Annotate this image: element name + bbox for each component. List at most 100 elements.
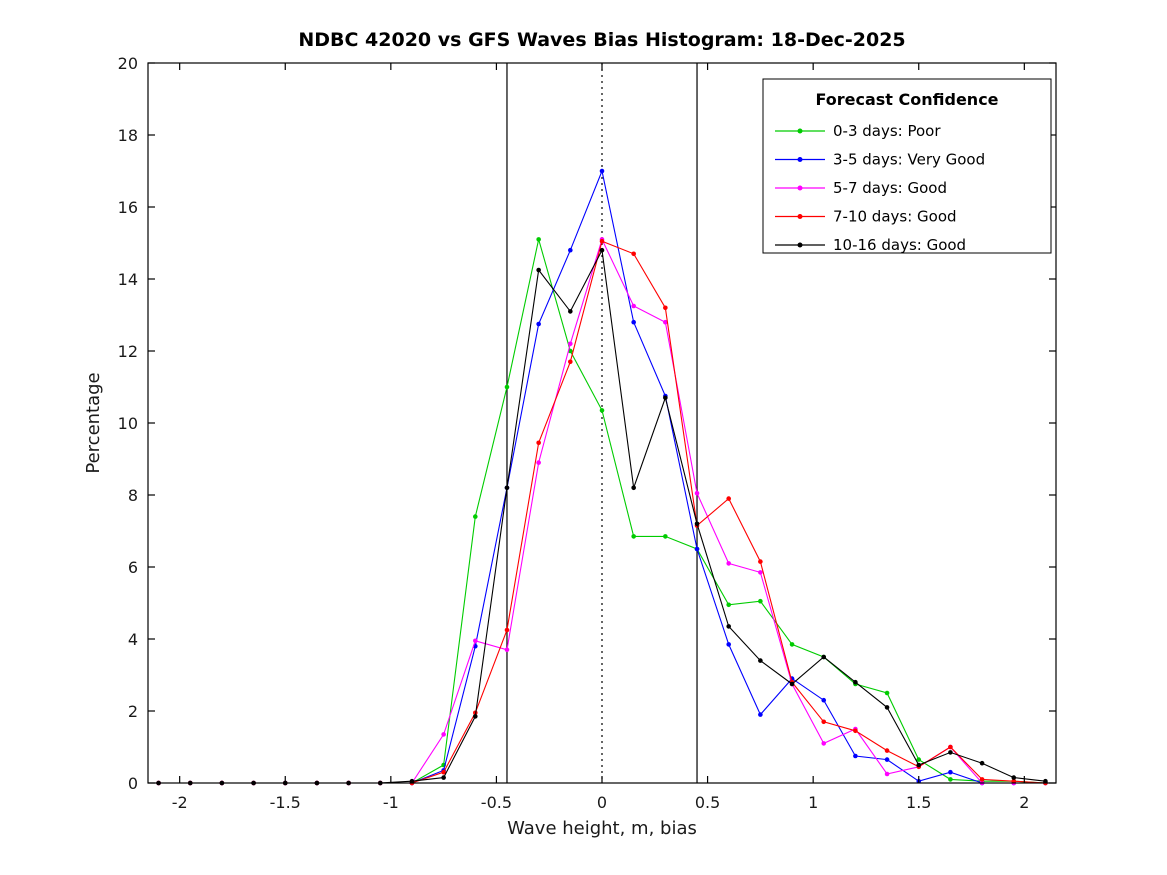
legend-entry-7-10-days-good: 7-10 days: Good <box>775 208 957 226</box>
data-point-marker <box>789 681 795 687</box>
y-axis-label: Percentage <box>83 372 104 473</box>
legend: Forecast Confidence 0-3 days: Poor 3-5 day… <box>762 78 1052 254</box>
y-tick-label: 8 <box>128 486 138 505</box>
data-point-marker <box>663 534 668 539</box>
data-point-marker <box>1011 778 1017 784</box>
data-point-marker <box>884 757 890 762</box>
data-point-marker <box>853 679 858 685</box>
data-point-marker <box>821 741 827 746</box>
x-tick-label: -1.5 <box>270 793 301 812</box>
y-tick-label: 4 <box>128 630 138 649</box>
y-tick-label: 12 <box>118 342 138 361</box>
x-tick-label: -0.5 <box>481 793 512 812</box>
data-point-marker <box>821 654 827 660</box>
legend-marker-sample <box>797 242 803 248</box>
legend-entry-10-16-days-good: 10-16 days: Good <box>775 236 966 254</box>
data-point-marker <box>441 732 446 737</box>
series-0-3-days-poor <box>156 237 1048 786</box>
data-point-marker <box>948 777 953 782</box>
series-7-10-days-good <box>156 238 1048 786</box>
data-point-marker <box>441 775 446 780</box>
x-tick-label: -2 <box>172 793 188 812</box>
data-point-marker <box>568 247 573 253</box>
y-tick-label: 10 <box>118 414 138 433</box>
y-tick-label: 14 <box>118 270 138 289</box>
data-point-marker <box>758 570 763 575</box>
data-point-marker <box>948 744 953 750</box>
data-point-marker <box>726 602 731 608</box>
data-point-marker <box>758 598 763 604</box>
data-point-marker <box>916 762 922 768</box>
y-tick-label: 2 <box>128 702 138 721</box>
data-point-marker <box>758 559 763 564</box>
data-point-marker <box>631 303 636 309</box>
series-line <box>158 239 1046 784</box>
data-point-marker <box>1043 778 1048 784</box>
data-point-marker <box>853 728 858 734</box>
data-point-marker <box>821 697 827 703</box>
chart-title: NDBC 42020 vs GFS Waves Bias Histogram: … <box>298 29 905 51</box>
data-point-marker <box>631 534 636 539</box>
data-point-marker <box>1011 775 1017 780</box>
data-point-marker <box>631 251 636 257</box>
y-tick-label: 0 <box>128 774 138 793</box>
legend-marker-sample <box>797 185 803 191</box>
data-point-marker <box>884 705 890 710</box>
data-point-marker <box>726 561 731 566</box>
data-point-marker <box>599 168 605 174</box>
data-point-marker <box>663 305 668 311</box>
data-point-marker <box>694 546 700 552</box>
data-point-marker <box>536 440 541 446</box>
data-point-marker <box>504 647 510 653</box>
x-tick-label: 1.5 <box>906 793 931 812</box>
series-line <box>158 237 1046 784</box>
data-point-marker <box>568 309 573 314</box>
legend-entry-3-5-days-very-good: 3-5 days: Very Good <box>775 151 985 169</box>
data-point-marker <box>979 760 985 766</box>
data-point-marker <box>694 521 700 527</box>
data-point-marker <box>789 642 795 647</box>
series-5-7-days-good <box>156 237 1048 786</box>
x-tick-label: 1 <box>808 793 818 812</box>
data-point-marker <box>536 321 541 327</box>
data-point-marker <box>504 384 510 390</box>
legend-entry-label: 0-3 days: Poor <box>833 122 941 140</box>
data-point-marker <box>726 496 731 501</box>
y-tick-label: 16 <box>118 198 138 217</box>
reference-lines <box>506 63 698 783</box>
x-tick-label: 0 <box>597 793 607 812</box>
legend-title: Forecast Confidence <box>815 90 998 109</box>
series-line <box>158 248 1046 784</box>
data-point-marker <box>758 658 763 663</box>
data-point-marker <box>884 748 890 753</box>
data-point-marker <box>884 771 890 777</box>
legend-entry-5-7-days-good: 5-7 days: Good <box>775 179 947 197</box>
data-point-marker <box>916 757 922 762</box>
data-point-marker <box>536 460 541 465</box>
data-point-marker <box>631 485 636 491</box>
legend-entry-label: 7-10 days: Good <box>833 208 957 226</box>
data-point-marker <box>504 627 510 633</box>
legend-entry-label: 3-5 days: Very Good <box>833 151 985 169</box>
legend-entry-label: 10-16 days: Good <box>833 236 966 254</box>
data-point-marker <box>821 719 827 725</box>
data-point-marker <box>694 490 700 496</box>
data-point-marker <box>536 237 541 242</box>
data-point-marker <box>853 753 858 759</box>
data-point-marker <box>473 714 478 719</box>
data-point-marker <box>599 408 605 413</box>
x-axis-label: Wave height, m, bias <box>507 818 697 839</box>
data-point-marker <box>631 319 636 325</box>
data-point-marker <box>726 642 731 647</box>
y-tick-label: 6 <box>128 558 138 577</box>
data-point-marker <box>884 690 890 696</box>
data-point-marker <box>948 769 953 775</box>
data-point-marker <box>979 777 985 782</box>
data-point-marker <box>663 395 668 401</box>
x-tick-label: 2 <box>1019 793 1029 812</box>
y-tick-label: 18 <box>118 126 138 145</box>
data-point-marker <box>663 319 668 325</box>
data-point-marker <box>473 638 478 644</box>
